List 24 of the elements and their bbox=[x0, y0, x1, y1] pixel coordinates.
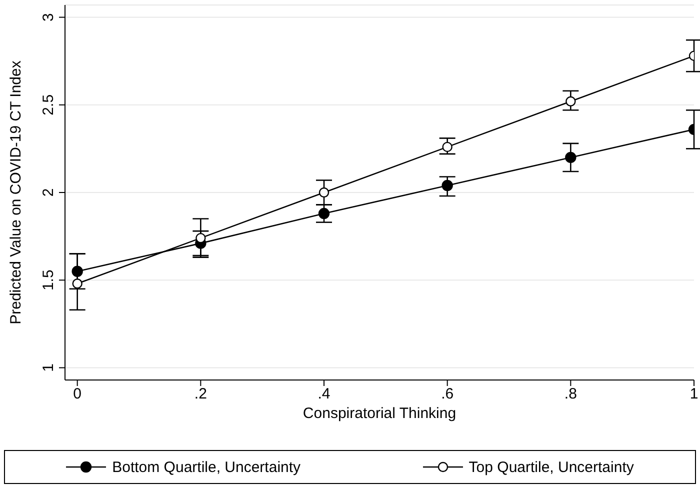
x-tick-label: .4 bbox=[318, 386, 330, 403]
x-tick-label: 1 bbox=[690, 386, 698, 403]
legend-label: Bottom Quartile, Uncertainty bbox=[112, 458, 301, 476]
point bbox=[566, 96, 576, 106]
point bbox=[196, 232, 206, 244]
x-tick-label: .6 bbox=[441, 386, 454, 403]
y-tick-label: 1.5 bbox=[40, 270, 57, 291]
x-axis-title: Conspiratorial Thinking bbox=[302, 405, 456, 422]
point bbox=[72, 266, 83, 277]
point bbox=[318, 208, 330, 220]
y-tick-label: 2.5 bbox=[40, 94, 57, 116]
y-tick-label: 1 bbox=[40, 364, 57, 372]
x-tick-label: .2 bbox=[194, 386, 207, 403]
point bbox=[442, 180, 453, 192]
legend-label: Top Quartile, Uncertainty bbox=[468, 458, 634, 476]
x-tick-label: 0 bbox=[73, 386, 82, 403]
x-tick-label: .8 bbox=[564, 386, 577, 403]
y-tick-label: 3 bbox=[40, 13, 57, 22]
point bbox=[72, 278, 82, 289]
point bbox=[565, 152, 576, 164]
point bbox=[318, 187, 330, 198]
y-tick-label: 2 bbox=[40, 188, 57, 197]
point bbox=[442, 142, 452, 152]
y-axis-title: Predicted Value on COVID-19 CT Index bbox=[7, 60, 24, 324]
